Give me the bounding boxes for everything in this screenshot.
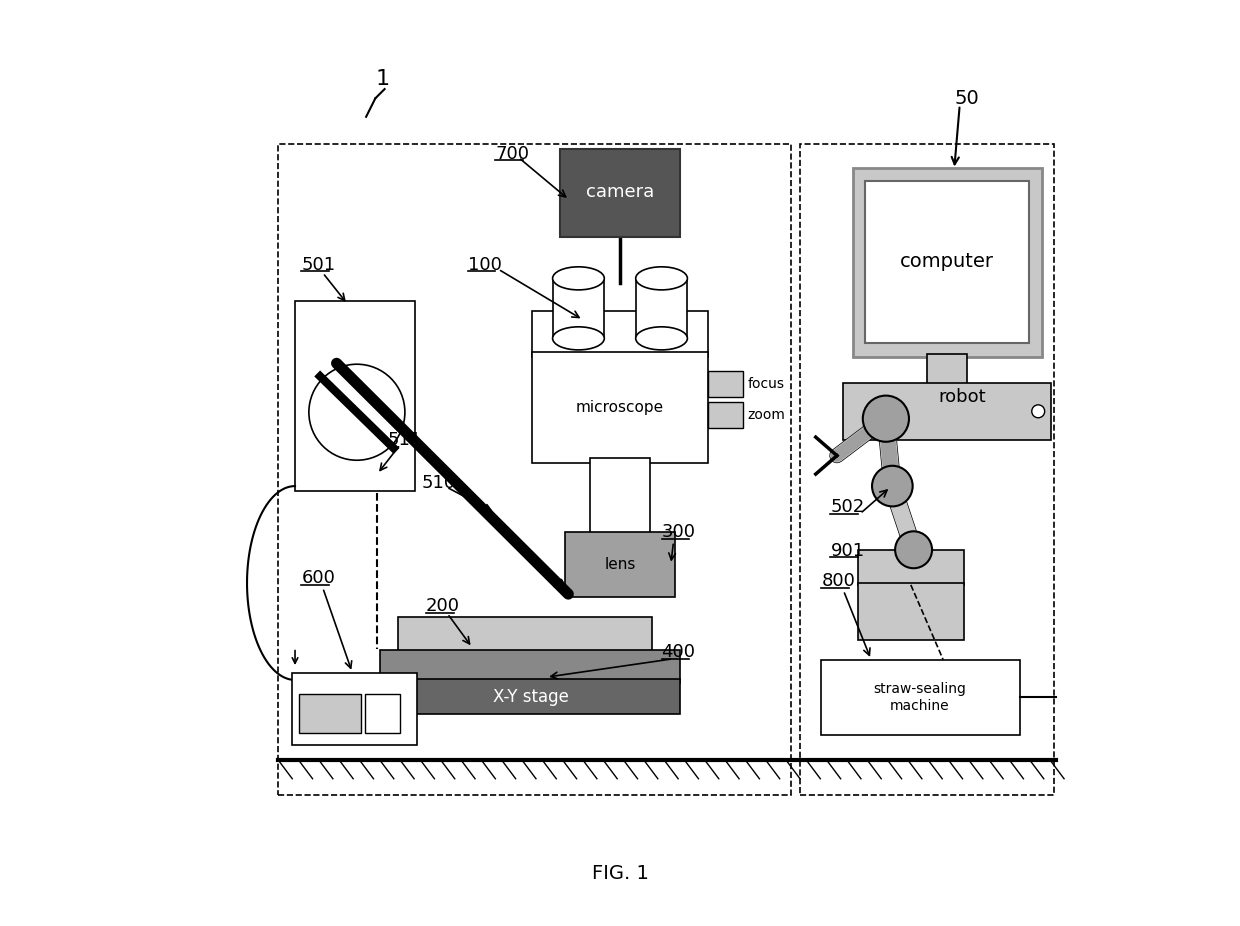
Text: 800: 800 — [821, 572, 856, 590]
Ellipse shape — [636, 327, 687, 350]
Circle shape — [1032, 405, 1044, 418]
Bar — [821, 659, 1019, 735]
Bar — [843, 382, 1052, 440]
Text: FIG. 1: FIG. 1 — [591, 864, 649, 883]
Bar — [366, 694, 401, 732]
Text: camera: camera — [585, 183, 655, 202]
Bar — [560, 149, 680, 237]
Bar — [708, 402, 743, 428]
Bar — [532, 310, 708, 357]
Text: 100: 100 — [467, 256, 501, 273]
Bar — [279, 144, 791, 795]
Text: focus: focus — [748, 377, 785, 391]
Text: 1: 1 — [376, 69, 389, 89]
Text: 400: 400 — [662, 644, 696, 661]
Bar — [636, 279, 687, 338]
Bar — [553, 279, 604, 338]
Bar — [295, 302, 415, 491]
Text: 501: 501 — [301, 256, 336, 273]
Text: microscope: microscope — [575, 400, 665, 415]
Text: 300: 300 — [662, 523, 696, 541]
Circle shape — [309, 364, 405, 460]
Bar — [590, 458, 650, 537]
Bar — [708, 370, 743, 396]
Bar — [864, 181, 1029, 343]
Bar — [800, 144, 1054, 795]
Text: 502: 502 — [831, 498, 864, 517]
Bar — [858, 550, 965, 585]
Text: 600: 600 — [301, 569, 335, 587]
Text: computer: computer — [900, 252, 993, 271]
Ellipse shape — [553, 327, 604, 350]
Bar — [858, 583, 965, 640]
Bar — [398, 617, 652, 652]
Text: lens: lens — [604, 557, 636, 572]
Ellipse shape — [636, 267, 687, 290]
Text: X-Y stage: X-Y stage — [492, 688, 568, 706]
Bar — [379, 650, 680, 682]
Text: 901: 901 — [831, 542, 864, 559]
Text: 200: 200 — [427, 597, 460, 615]
Bar — [926, 354, 967, 384]
Bar — [299, 694, 362, 732]
Bar — [293, 672, 417, 745]
Text: 510: 510 — [422, 474, 455, 493]
Text: 700: 700 — [495, 144, 529, 163]
Circle shape — [872, 466, 913, 507]
Bar — [853, 168, 1042, 357]
Text: zoom: zoom — [748, 408, 785, 422]
Bar — [564, 532, 676, 597]
Bar — [379, 679, 680, 714]
Circle shape — [863, 395, 909, 442]
Text: 511: 511 — [387, 431, 422, 449]
Ellipse shape — [553, 267, 604, 290]
Text: 50: 50 — [955, 89, 978, 107]
Bar — [532, 352, 708, 463]
Text: robot: robot — [939, 387, 986, 406]
Circle shape — [895, 532, 932, 569]
Text: straw-sealing
machine: straw-sealing machine — [874, 682, 966, 713]
